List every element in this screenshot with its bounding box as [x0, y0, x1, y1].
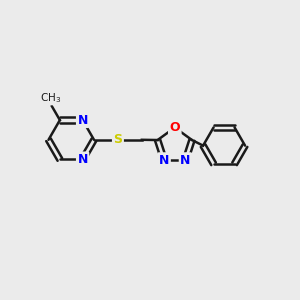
Text: O: O [169, 121, 180, 134]
Text: N: N [77, 114, 88, 127]
Text: S: S [113, 133, 122, 146]
Text: N: N [77, 153, 88, 166]
Text: CH$_3$: CH$_3$ [40, 91, 61, 105]
Text: N: N [159, 154, 169, 167]
Text: N: N [180, 154, 190, 167]
